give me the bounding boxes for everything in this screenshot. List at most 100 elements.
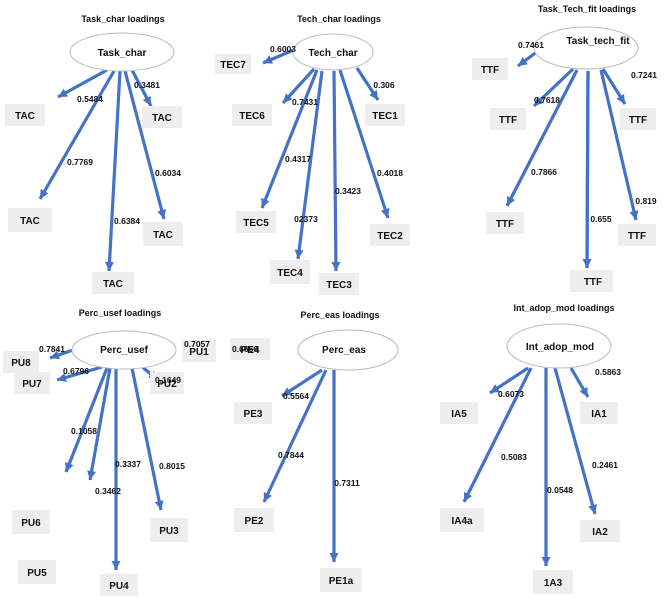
indicator-label: PU3	[159, 526, 179, 537]
indicator-box	[100, 574, 138, 596]
indicator-box	[618, 224, 656, 246]
arrow-head	[329, 553, 339, 562]
indicator-label: PE4	[241, 345, 260, 356]
diagram-title: Task_char loadings	[81, 14, 164, 24]
latent-ellipse	[292, 33, 374, 71]
loading-value: 0.1058	[71, 426, 97, 436]
indicator-box	[319, 273, 359, 295]
indicator-label: PU8	[11, 358, 31, 369]
arrow-head	[157, 209, 167, 219]
loading-value: 0.5083	[501, 452, 527, 462]
loading-arrow	[64, 367, 109, 473]
indicator-label: IA2	[592, 527, 608, 538]
indicator-label: PU1	[189, 347, 209, 358]
arrow-head	[331, 261, 341, 271]
loading-value: 0.0548	[547, 485, 573, 495]
arrow-head	[464, 491, 473, 502]
latent-ellipse	[71, 330, 177, 370]
indicator-box	[142, 106, 182, 128]
arrow-head	[154, 500, 164, 510]
indicator-label: TAC	[153, 230, 173, 241]
indicator-box	[580, 520, 620, 542]
indicator-label: TEC5	[243, 218, 269, 229]
indicator-label: TTF	[584, 277, 602, 288]
indicator-box	[365, 104, 405, 126]
indicator-box	[182, 340, 216, 362]
loading-arrow	[585, 70, 590, 269]
loading-value: 0.7057	[184, 339, 210, 349]
arrow-head	[579, 386, 588, 397]
latent-label: Perc_usef	[100, 345, 148, 356]
arrow-head	[490, 384, 500, 393]
indicator-label: TAC	[103, 279, 123, 290]
arrow-head	[40, 188, 49, 199]
indicator-box	[580, 402, 618, 424]
indicator-label: PU4	[109, 581, 129, 592]
indicator-label: TEC4	[277, 268, 303, 279]
loading-arrow	[130, 367, 163, 511]
arrow-head	[65, 461, 74, 472]
diagram-title: Int_adop_mod loadings	[513, 303, 614, 313]
indicator-label: TTF	[499, 115, 517, 126]
loading-value: 0.7431	[292, 97, 318, 107]
indicator-label: PU6	[21, 518, 41, 529]
loading-value: 0.1649	[155, 375, 181, 385]
indicator-box	[215, 54, 251, 74]
loading-value: 0.6073	[498, 389, 524, 399]
indicator-box	[533, 570, 573, 594]
indicator-label: TAC	[15, 111, 35, 122]
loading-value: 0.819	[635, 196, 657, 206]
loading-arrow	[332, 70, 338, 272]
loading-value: 0.7311	[334, 478, 360, 488]
arrow-head	[111, 561, 121, 570]
arrow-head	[105, 261, 114, 271]
loading-arrow	[260, 69, 319, 209]
loading-value: 0.7618	[534, 95, 560, 105]
loading-value: 0.6384	[114, 216, 140, 226]
indicator-box	[620, 108, 656, 130]
latent-label: Task_char	[98, 48, 147, 59]
indicator-label: IA5	[451, 409, 467, 420]
indicator-box	[270, 260, 310, 284]
indicator-box	[232, 104, 272, 126]
indicator-label: PU7	[22, 379, 42, 390]
arrow-head	[582, 258, 592, 268]
loading-arrow	[338, 69, 390, 219]
latent-ellipse	[297, 329, 399, 371]
indicator-box	[8, 208, 52, 232]
loading-arrow	[38, 70, 116, 200]
indicator-box	[486, 212, 524, 234]
diagram-title: Task_Tech_fit loadings	[538, 4, 636, 14]
indicator-box	[230, 338, 270, 360]
diagram-title: Tech_char loadings	[297, 14, 381, 24]
loading-arrow	[262, 369, 328, 503]
indicator-box	[490, 108, 526, 130]
arrow-head	[87, 470, 97, 480]
loading-value: 0.6666	[232, 344, 258, 354]
loading-value: 0.3481	[134, 80, 160, 90]
loading-value: 0.7241	[631, 70, 657, 80]
arrow-head	[629, 210, 639, 220]
indicator-box	[12, 510, 50, 534]
indicator-box	[573, 270, 613, 292]
loading-value: 0.306	[373, 80, 395, 90]
arrow-head	[50, 350, 60, 360]
loading-arrow	[505, 69, 579, 207]
loading-arrow	[553, 367, 597, 515]
loading-value: 0.2461	[592, 460, 618, 470]
diagram-title: Perc_eas loadings	[300, 310, 379, 320]
indicator-box	[472, 58, 508, 80]
indicator-box	[370, 224, 410, 246]
loading-arrow	[123, 70, 166, 220]
loading-value: 0.6796	[63, 366, 89, 376]
indicator-label: TTF	[481, 65, 499, 76]
latent-label: Tech_char	[308, 48, 357, 59]
loading-diagram: Task_char loadings Task_char TAC 0.3481 TAC 0…	[5, 14, 183, 294]
indicator-box	[150, 372, 184, 394]
indicator-label: PE2	[245, 516, 264, 527]
indicator-box	[18, 560, 56, 584]
indicator-label: TEC7	[220, 60, 246, 71]
indicator-label: PE1a	[329, 576, 354, 587]
